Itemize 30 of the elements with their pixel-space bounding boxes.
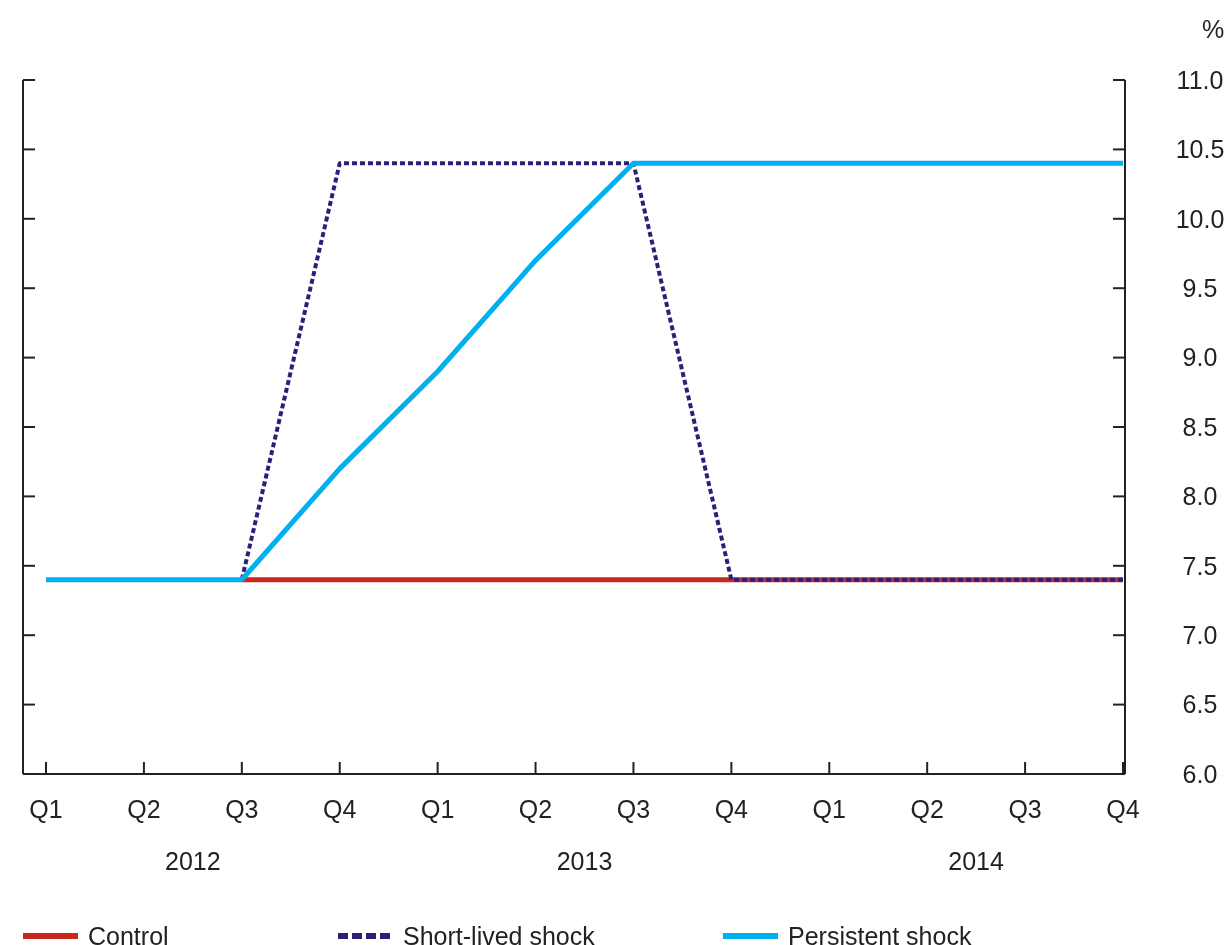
y-axis-title: %	[1201, 15, 1224, 43]
x-tick-label: Q1	[420, 795, 455, 823]
y-tick-label: 7.0	[1182, 620, 1218, 649]
y-tick-label: 10.5	[1175, 135, 1224, 164]
y-tick-label: 8.0	[1182, 482, 1218, 511]
y-tick-label: 9.5	[1182, 273, 1218, 302]
x-tick-label: Q4	[323, 795, 357, 823]
text: 2012	[165, 847, 221, 875]
x-tick-label: Q2	[518, 795, 553, 823]
x-tick-label: Q3	[1008, 795, 1042, 823]
x-tick-label: Q1	[29, 795, 63, 823]
y-tick-label: 6.5	[1182, 690, 1218, 719]
x-tick-label: Q3	[616, 795, 651, 823]
x-tick-label: Q4	[714, 795, 749, 823]
y-tick-label: 6.0	[1182, 759, 1218, 788]
y-tick-label: 8.5	[1182, 412, 1218, 441]
x-tick-label: Q3	[225, 795, 259, 823]
text: 2014	[948, 847, 1005, 875]
x-tick-label: Q2	[127, 795, 161, 823]
y-tick-label: 10.0	[1175, 204, 1224, 233]
y-tick-label: 7.5	[1182, 551, 1218, 580]
legend-label: Persistent shock	[788, 921, 972, 945]
text: 2013	[556, 847, 613, 875]
legend-label: Control	[88, 921, 169, 945]
y-tick-label: 9.0	[1182, 343, 1218, 372]
x-tick-label: Q4	[1106, 795, 1140, 823]
legend-label: Short-lived shock	[403, 921, 596, 945]
x-tick-label: Q1	[812, 795, 846, 823]
x-tick-label: Q2	[910, 795, 944, 823]
y-tick-label: 11.0	[1176, 65, 1224, 94]
